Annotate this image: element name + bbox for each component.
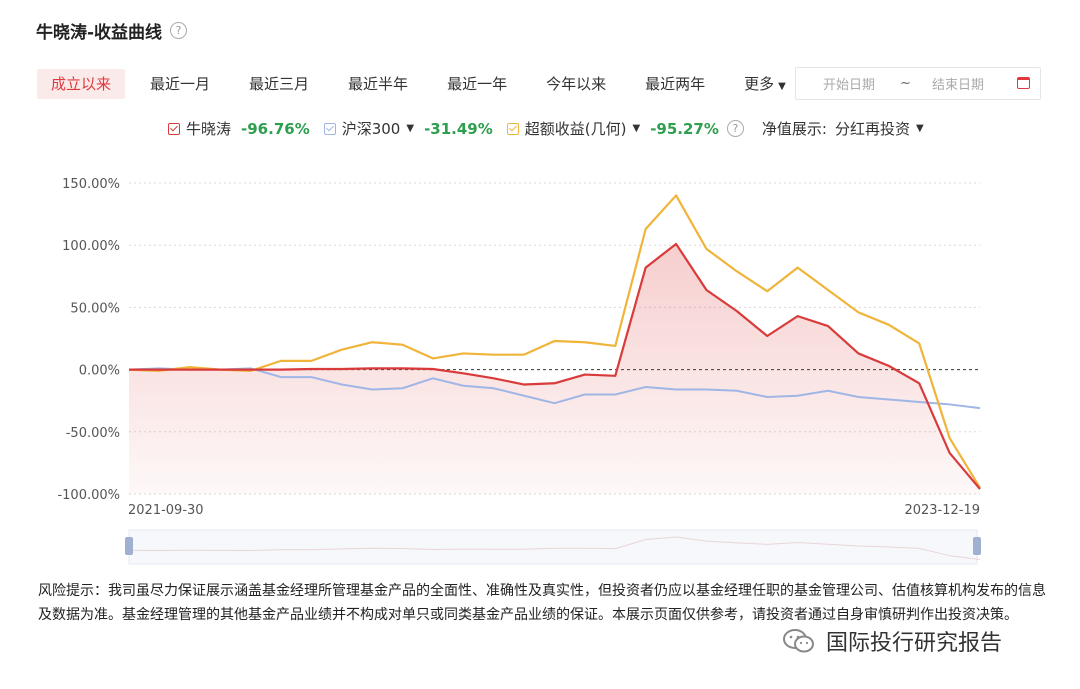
series-line: [128, 367, 981, 410]
start-date-input[interactable]: 开始日期: [823, 78, 876, 93]
chevron-down-icon[interactable]: ▼: [632, 123, 641, 134]
y-tick-label: 150.00%: [62, 177, 120, 192]
end-date-input[interactable]: 结束日期: [932, 78, 985, 93]
tab-last-month[interactable]: 最近一月: [150, 75, 211, 93]
risk-disclaimer: 风险提示：我司虽尽力保证展示涵盖基金经理所管理基金产品的全面性、准确性及真实性，…: [38, 583, 1046, 623]
nav-display-value[interactable]: 分红再投资: [834, 120, 910, 138]
slider-handle-right[interactable]: [973, 537, 981, 555]
series-line: [129, 242, 981, 490]
legend-label: 沪深300: [341, 120, 401, 138]
legend-item-csi300[interactable]: 沪深300 ▼ -31.49%: [323, 118, 493, 139]
range-slider[interactable]: [125, 529, 981, 565]
legend-value: -96.76%: [241, 119, 310, 138]
checkbox-icon[interactable]: [323, 122, 336, 135]
chevron-down-icon: ▼: [778, 81, 786, 92]
x-axis-end-label: 2023-12-19: [904, 503, 980, 518]
page-title: 牛晓涛-收益曲线 ?: [36, 18, 188, 43]
help-icon[interactable]: ?: [726, 120, 744, 137]
tab-more-label: 更多: [744, 75, 775, 93]
chevron-down-icon[interactable]: ▼: [915, 123, 924, 134]
legend-value: -95.27%: [650, 119, 719, 138]
wechat-icon: [783, 629, 814, 653]
checkbox-icon[interactable]: [506, 122, 519, 135]
legend-label: 牛晓涛: [186, 120, 232, 138]
checkbox-icon[interactable]: [168, 122, 180, 135]
nav-display-select[interactable]: 净值展示: 分红再投资 ▼: [758, 118, 924, 139]
y-tick-label: 100.00%: [62, 239, 120, 254]
legend-label: 超额收益(几何): [524, 120, 627, 138]
slider-track[interactable]: [128, 529, 978, 565]
slider-handle-left[interactable]: [125, 537, 133, 555]
tab-year-to-date[interactable]: 今年以来: [546, 75, 607, 93]
chart-legend: 牛晓涛 -96.76% 沪深300 ▼ -31.49% 超额收益(几何) ▼ -…: [168, 118, 938, 139]
tab-more[interactable]: 更多 ▼: [730, 69, 800, 99]
help-icon[interactable]: ?: [170, 22, 188, 39]
legend-item-excess-return[interactable]: 超额收益(几何) ▼ -95.27% ?: [506, 118, 744, 139]
page-title-text: 牛晓涛-收益曲线: [36, 23, 163, 43]
watermark-text: 国际投行研究报告: [826, 631, 1003, 656]
tab-last-half-year[interactable]: 最近半年: [348, 75, 409, 93]
tab-since-inception[interactable]: 成立以来: [37, 69, 126, 99]
y-tick-label: 0.00%: [79, 364, 120, 379]
y-tick-label: -50.00%: [66, 426, 120, 441]
period-tabs: 成立以来 最近一月 最近三月 最近半年 最近一年 今年以来 最近两年 更多 ▼: [37, 69, 811, 99]
y-axis-labels: 150.00% 100.00% 50.00% 0.00% -50.00% -100.00%: [57, 177, 120, 503]
nav-display-label: 净值展示:: [761, 120, 827, 138]
return-chart: 150.00% 100.00% 50.00% 0.00% -50.00% -100.00%…: [57, 177, 981, 565]
tab-last-two-years[interactable]: 最近两年: [645, 75, 706, 93]
calendar-icon[interactable]: [1017, 77, 1030, 89]
date-range-picker[interactable]: 开始日期 ~ 结束日期: [795, 67, 1041, 100]
slider-preview-line: [128, 536, 981, 561]
chart-series: [128, 194, 981, 494]
y-tick-label: -100.00%: [57, 488, 120, 503]
wechat-watermark: 国际投行研究报告: [782, 625, 1002, 657]
series-area: [129, 243, 980, 494]
chevron-down-icon[interactable]: ▼: [406, 123, 415, 134]
tab-last-year[interactable]: 最近一年: [447, 75, 508, 93]
legend-value: -31.49%: [424, 119, 493, 138]
x-axis-start-label: 2021-09-30: [128, 503, 204, 518]
legend-item-manager[interactable]: 牛晓涛 -96.76%: [168, 118, 310, 139]
date-separator: ~: [900, 76, 911, 91]
tab-last-three-months[interactable]: 最近三月: [249, 75, 310, 93]
y-tick-label: 50.00%: [70, 301, 120, 316]
series-line: [128, 194, 981, 489]
